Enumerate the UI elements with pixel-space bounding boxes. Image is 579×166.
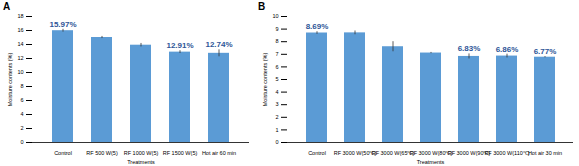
- svg-text:6.86%: 6.86%: [496, 45, 519, 54]
- svg-text:Hot air 30 min: Hot air 30 min: [528, 150, 562, 156]
- svg-text:6.83%: 6.83%: [458, 44, 481, 53]
- svg-text:RF 1000 W(5): RF 1000 W(5): [124, 150, 159, 156]
- svg-text:4: 4: [275, 89, 278, 95]
- svg-text:10: 10: [272, 13, 278, 19]
- svg-text:Control: Control: [54, 150, 72, 156]
- svg-text:1: 1: [275, 127, 278, 133]
- svg-text:9: 9: [275, 26, 278, 32]
- svg-text:12.91%: 12.91%: [166, 41, 193, 50]
- svg-text:8.69%: 8.69%: [306, 22, 329, 31]
- svg-text:5: 5: [275, 76, 278, 82]
- svg-text:RF 500 W(5): RF 500 W(5): [86, 150, 118, 156]
- svg-text:4: 4: [20, 111, 23, 117]
- svg-text:2: 2: [20, 125, 23, 131]
- svg-text:RF 3000 W(90℃): RF 3000 W(90℃): [447, 150, 491, 157]
- svg-text:RF 3000 W(50℃): RF 3000 W(50℃): [334, 150, 377, 156]
- svg-text:Treatments: Treatments: [127, 159, 155, 165]
- svg-text:Moisture contents (%): Moisture contents (%): [7, 53, 13, 107]
- svg-text:15.97%: 15.97%: [49, 20, 76, 29]
- svg-text:Control: Control: [308, 150, 326, 156]
- svg-text:RF 3000 W(65℃): RF 3000 W(65℃): [372, 150, 415, 156]
- svg-text:18: 18: [17, 13, 23, 19]
- svg-text:7: 7: [275, 51, 278, 57]
- svg-text:RF 3000 W(110℃): RF 3000 W(110℃): [484, 150, 529, 156]
- svg-text:2: 2: [275, 114, 278, 120]
- svg-text:6: 6: [20, 97, 23, 103]
- svg-text:14: 14: [17, 41, 23, 47]
- svg-text:8: 8: [275, 38, 278, 44]
- svg-text:RF 3000 W(80℃): RF 3000 W(80℃): [410, 150, 453, 156]
- svg-text:6.77%: 6.77%: [534, 47, 557, 56]
- svg-text:16: 16: [17, 27, 23, 33]
- svg-text:Moisture contents (%): Moisture contents (%): [262, 53, 268, 107]
- svg-text:RF 1500 W(5): RF 1500 W(5): [163, 150, 198, 156]
- svg-text:Hot air 60 min: Hot air 60 min: [202, 150, 236, 156]
- svg-text:12: 12: [17, 55, 23, 61]
- svg-text:10: 10: [17, 69, 23, 75]
- html-text:A: A: [3, 1, 11, 12]
- svg-text:0: 0: [275, 139, 278, 145]
- svg-text:8: 8: [20, 83, 23, 89]
- html-text:B: B: [258, 1, 266, 12]
- svg-text:12.74%: 12.74%: [205, 40, 232, 49]
- svg-text:Treatments: Treatments: [417, 159, 445, 165]
- svg-text:0: 0: [20, 139, 23, 145]
- svg-text:6: 6: [275, 64, 278, 70]
- svg-text:3: 3: [275, 101, 278, 107]
